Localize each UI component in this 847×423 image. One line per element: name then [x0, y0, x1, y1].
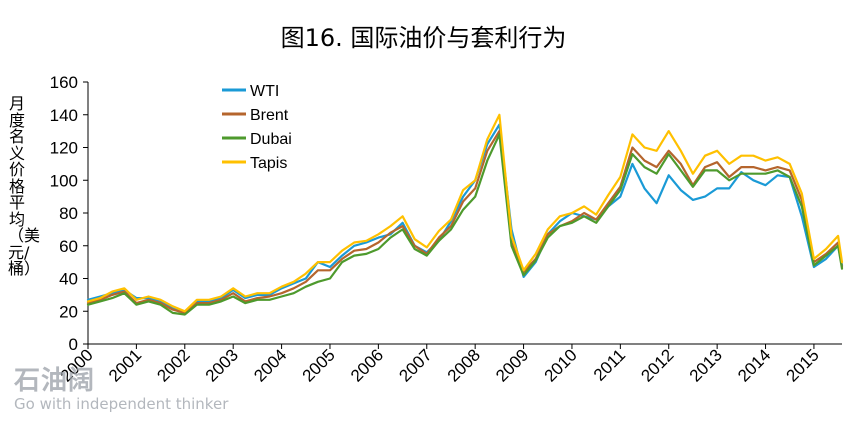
y-tick-label: 60	[59, 237, 78, 256]
legend-label-tapis: Tapis	[250, 155, 287, 172]
legend-label-dubai: Dubai	[250, 131, 292, 148]
x-tick-label: 2015	[783, 345, 823, 385]
watermark-logo: 石油阔	[14, 366, 96, 396]
watermark-tagline: Go with independent thinker	[14, 395, 229, 413]
y-tick-label: 0	[69, 335, 78, 354]
x-tick-label: 2005	[299, 345, 339, 385]
x-tick-label: 2013	[686, 345, 726, 385]
x-tick-label: 2011	[590, 345, 629, 384]
x-tick-label: 2009	[492, 345, 532, 385]
series-line-tapis	[86, 113, 844, 313]
x-tick-label: 2007	[395, 345, 435, 385]
chart-title: 图16. 国际油价与套利行为	[280, 24, 567, 52]
series-layer	[86, 113, 844, 316]
y-tick-label: 80	[59, 204, 78, 223]
y-tick-label: 20	[59, 302, 78, 321]
series-line-brent	[86, 130, 844, 314]
y-tick-label: 40	[59, 270, 78, 289]
x-tick-label: 2006	[347, 345, 387, 385]
x-tick-label: 2012	[637, 345, 677, 385]
x-tick-label: 2008	[444, 345, 484, 385]
x-tick-label: 2010	[541, 345, 581, 385]
y-tick-label: 100	[50, 171, 78, 190]
y-axis-label: 月度名义价格平均（美元/桶）	[8, 94, 41, 278]
series-line-dubai	[86, 133, 844, 316]
y-tick-label: 160	[50, 73, 78, 92]
x-tick-label: 2014	[734, 345, 774, 385]
y-tick-label: 140	[50, 106, 78, 125]
legend-label-brent: Brent	[250, 107, 289, 124]
legend-label-wti: WTI	[250, 83, 279, 100]
legend: WTI Brent Dubai Tapis	[222, 83, 292, 172]
x-tick-label: 2004	[250, 345, 290, 385]
series-line-wti	[86, 123, 844, 314]
y-tick-label: 120	[50, 139, 78, 158]
watermark: 石油阔 Go with independent thinker	[14, 360, 228, 413]
